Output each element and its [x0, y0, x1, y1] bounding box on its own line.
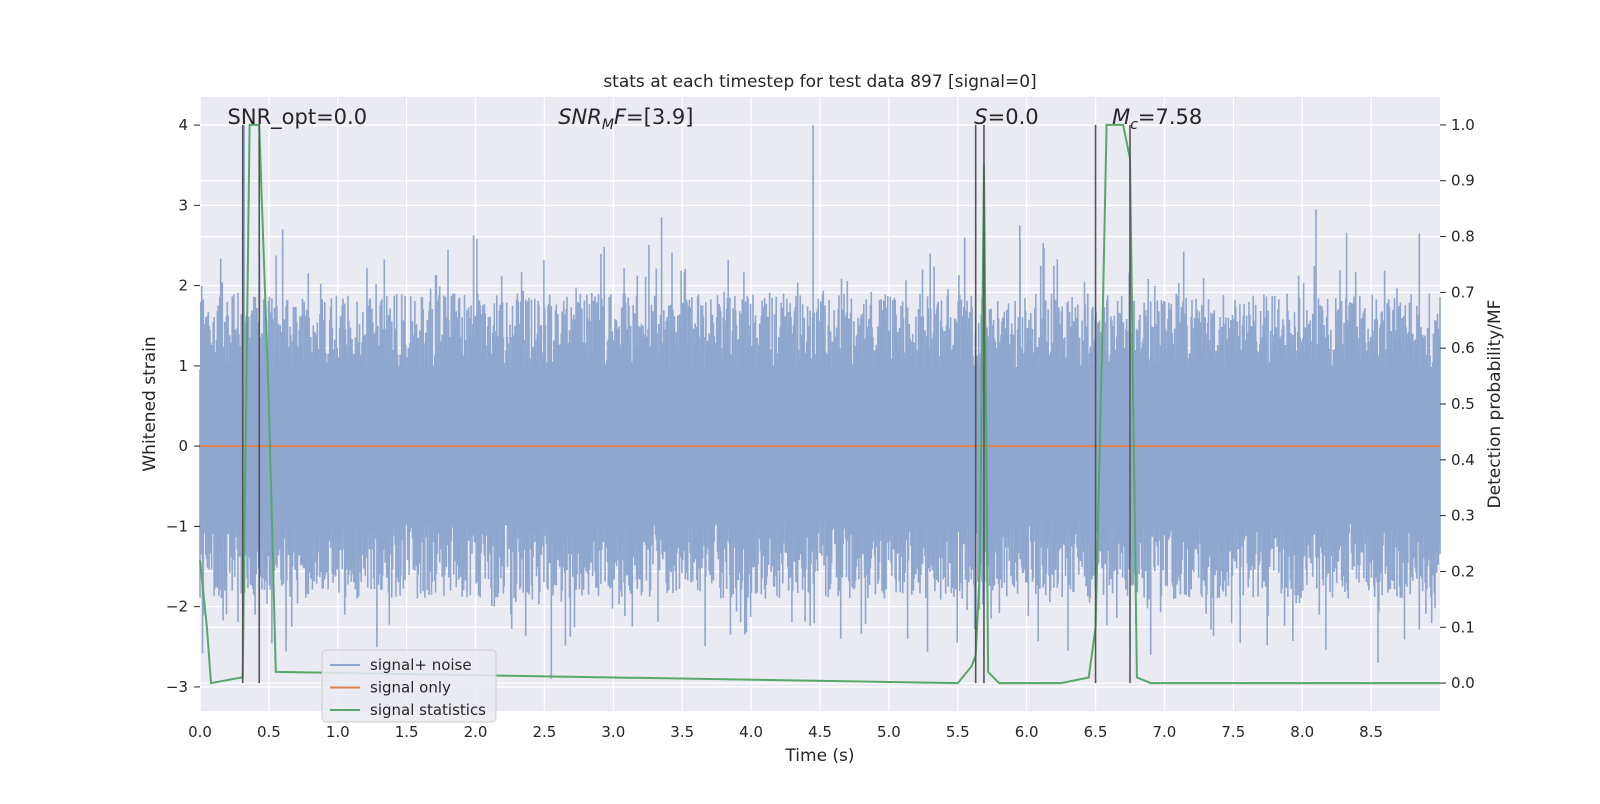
y-left-tick-label: −3	[166, 678, 188, 696]
legend: signal+ noise signal only signal statistic…	[321, 649, 497, 723]
y-right-tick-label: 0.1	[1451, 618, 1475, 636]
x-tick-label: 2.5	[533, 723, 557, 741]
x-tick-label: 2.0	[464, 723, 488, 741]
series-line-signal-statistics	[199, 123, 1440, 685]
y-right-tick-label: 0.7	[1451, 283, 1475, 301]
x-tick-label: 8.5	[1359, 723, 1383, 741]
x-tick-label: 3.5	[670, 723, 694, 741]
legend-label: signal statistics	[370, 701, 486, 719]
x-tick-label: 4.0	[739, 723, 763, 741]
y-right-tick-label: 0.8	[1451, 228, 1475, 246]
x-tick-label: 7.0	[1153, 723, 1177, 741]
x-tick-label: 6.5	[1084, 723, 1108, 741]
y-axis-right-label: Detection probability/MF	[1485, 300, 1505, 509]
axes: 0.0 0.5 1.0 1.5 2.0 2.5 3.0 3.5 4.0 4.5 5.0 5.5 6.0 6…	[166, 116, 1475, 741]
y-right-tick-label: 0.3	[1451, 507, 1475, 525]
annotation: SNR_opt=0.0	[228, 105, 368, 130]
x-tick-label: 7.5	[1221, 723, 1245, 741]
y-left-tick-label: −1	[166, 517, 188, 535]
y-left-tick-label: 0	[178, 437, 188, 455]
x-tick-label: 0.0	[188, 723, 212, 741]
x-axis-label: Time (s)	[784, 746, 854, 766]
y-left-tick-label: 4	[178, 116, 188, 134]
y-right-tick-label: 0.6	[1451, 339, 1475, 357]
y-axis-left-label: Whitened strain	[140, 336, 160, 471]
y-right-tick-label: 0.5	[1451, 395, 1475, 413]
annotations: SNR_opt=0.0 SNRMF=[3.9] S=0.0 Mc=7.58	[228, 105, 1203, 133]
legend-box	[321, 649, 497, 723]
x-tick-label: 1.0	[326, 723, 350, 741]
legend-label: signal+ noise	[370, 656, 472, 674]
x-tick-label: 0.5	[257, 723, 281, 741]
x-tick-label: 4.5	[808, 723, 832, 741]
y-left-tick-label: 2	[178, 277, 188, 295]
annotation: S=0.0	[974, 105, 1038, 129]
x-tick-label: 5.5	[946, 723, 970, 741]
x-tick-label: 8.0	[1290, 723, 1314, 741]
y-right-tick-label: 0.4	[1451, 451, 1475, 469]
y-right-tick-label: 0.9	[1451, 172, 1475, 190]
series-lines	[199, 123, 1440, 685]
y-right-tick-label: 1.0	[1451, 116, 1475, 134]
x-tick-label: 1.5	[395, 723, 419, 741]
annotation: SNRMF=[3.9]	[558, 105, 693, 133]
annotation: Mc=7.58	[1112, 105, 1202, 133]
y-left-tick-label: −2	[166, 598, 188, 616]
x-tick-label: 6.0	[1015, 723, 1039, 741]
chart-title: stats at each timestep for test data 897…	[603, 72, 1036, 92]
legend-label: signal only	[370, 679, 451, 697]
y-left-tick-label: 1	[178, 357, 188, 375]
y-left-tick-label: 3	[178, 196, 188, 214]
y-right-tick-label: 0.0	[1451, 674, 1475, 692]
x-tick-label: 3.0	[601, 723, 625, 741]
x-tick-label: 5.0	[877, 723, 901, 741]
vertical-markers	[241, 124, 1131, 684]
y-right-tick-label: 0.2	[1451, 562, 1475, 580]
